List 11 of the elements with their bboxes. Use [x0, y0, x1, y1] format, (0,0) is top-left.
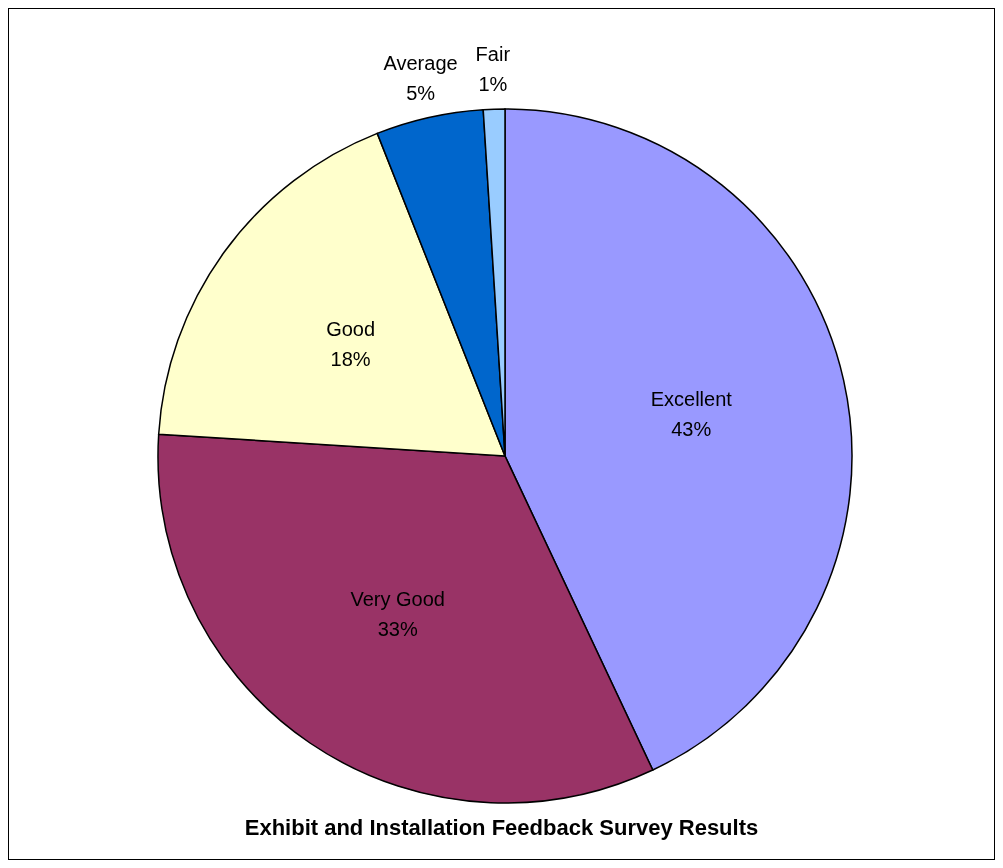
slice-label: Excellent [650, 388, 733, 411]
data-label: 18% [330, 347, 371, 370]
text: Exhibit and Installation Feedback Survey Results [243, 815, 760, 841]
data-label: 5% [406, 82, 436, 105]
slice-label: Average [383, 52, 458, 75]
data-label: 43% [671, 418, 712, 441]
slice-label: Fair [475, 43, 511, 66]
slice-label: Very Good [350, 587, 445, 610]
slice-label: Good [326, 317, 376, 340]
data-label: 33% [377, 617, 418, 640]
data-label: 1% [478, 73, 508, 96]
